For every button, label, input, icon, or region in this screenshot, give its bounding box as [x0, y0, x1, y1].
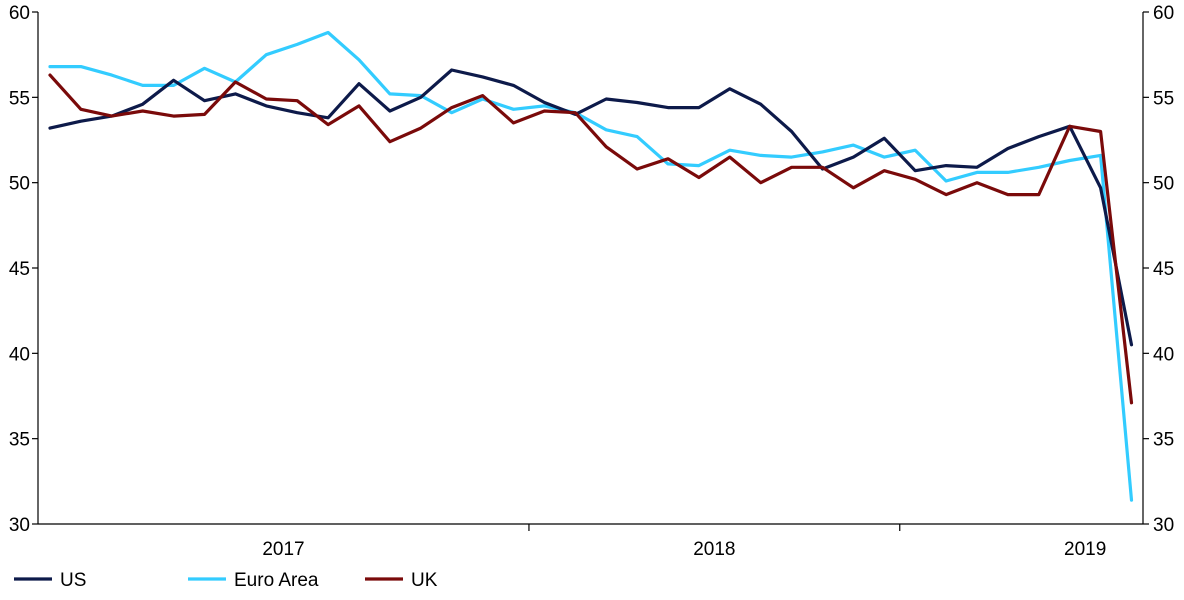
right-y-axis: 30 35 40 45 50 55 60 — [1143, 3, 1174, 536]
right-tick-label: 40 — [1153, 344, 1174, 365]
right-tick-label: 30 — [1153, 515, 1174, 536]
left-tick-label: 60 — [9, 3, 30, 24]
right-tick-label: 35 — [1153, 430, 1174, 451]
series-line-us — [48, 68, 1134, 347]
x-tick-label: 2019 — [1064, 539, 1106, 560]
right-tick-label: 50 — [1153, 174, 1174, 195]
right-tick-label: 55 — [1153, 88, 1174, 109]
series-line-uk — [48, 73, 1134, 405]
legend: US Euro Area UK — [14, 570, 438, 591]
x-axis: 2017201820192020 — [262, 524, 1106, 560]
left-y-axis: 30 35 40 45 50 55 60 — [9, 3, 38, 536]
right-tick-label: 60 — [1153, 3, 1174, 24]
left-tick-label: 30 — [9, 515, 30, 536]
x-tick-label: 2018 — [693, 539, 735, 560]
series-line-euro-area — [48, 30, 1134, 502]
right-tick-label: 45 — [1153, 259, 1174, 280]
left-tick-label: 45 — [9, 259, 30, 280]
series-lines — [48, 30, 1134, 502]
legend-label: Euro Area — [234, 570, 319, 591]
chart-axes — [37, 12, 1144, 525]
left-tick-label: 55 — [9, 88, 30, 109]
left-tick-label: 50 — [9, 174, 30, 195]
legend-label: UK — [411, 570, 438, 591]
left-tick-label: 35 — [9, 430, 30, 451]
left-tick-label: 40 — [9, 344, 30, 365]
legend-label: US — [60, 570, 86, 591]
x-tick-label: 2017 — [262, 539, 304, 560]
